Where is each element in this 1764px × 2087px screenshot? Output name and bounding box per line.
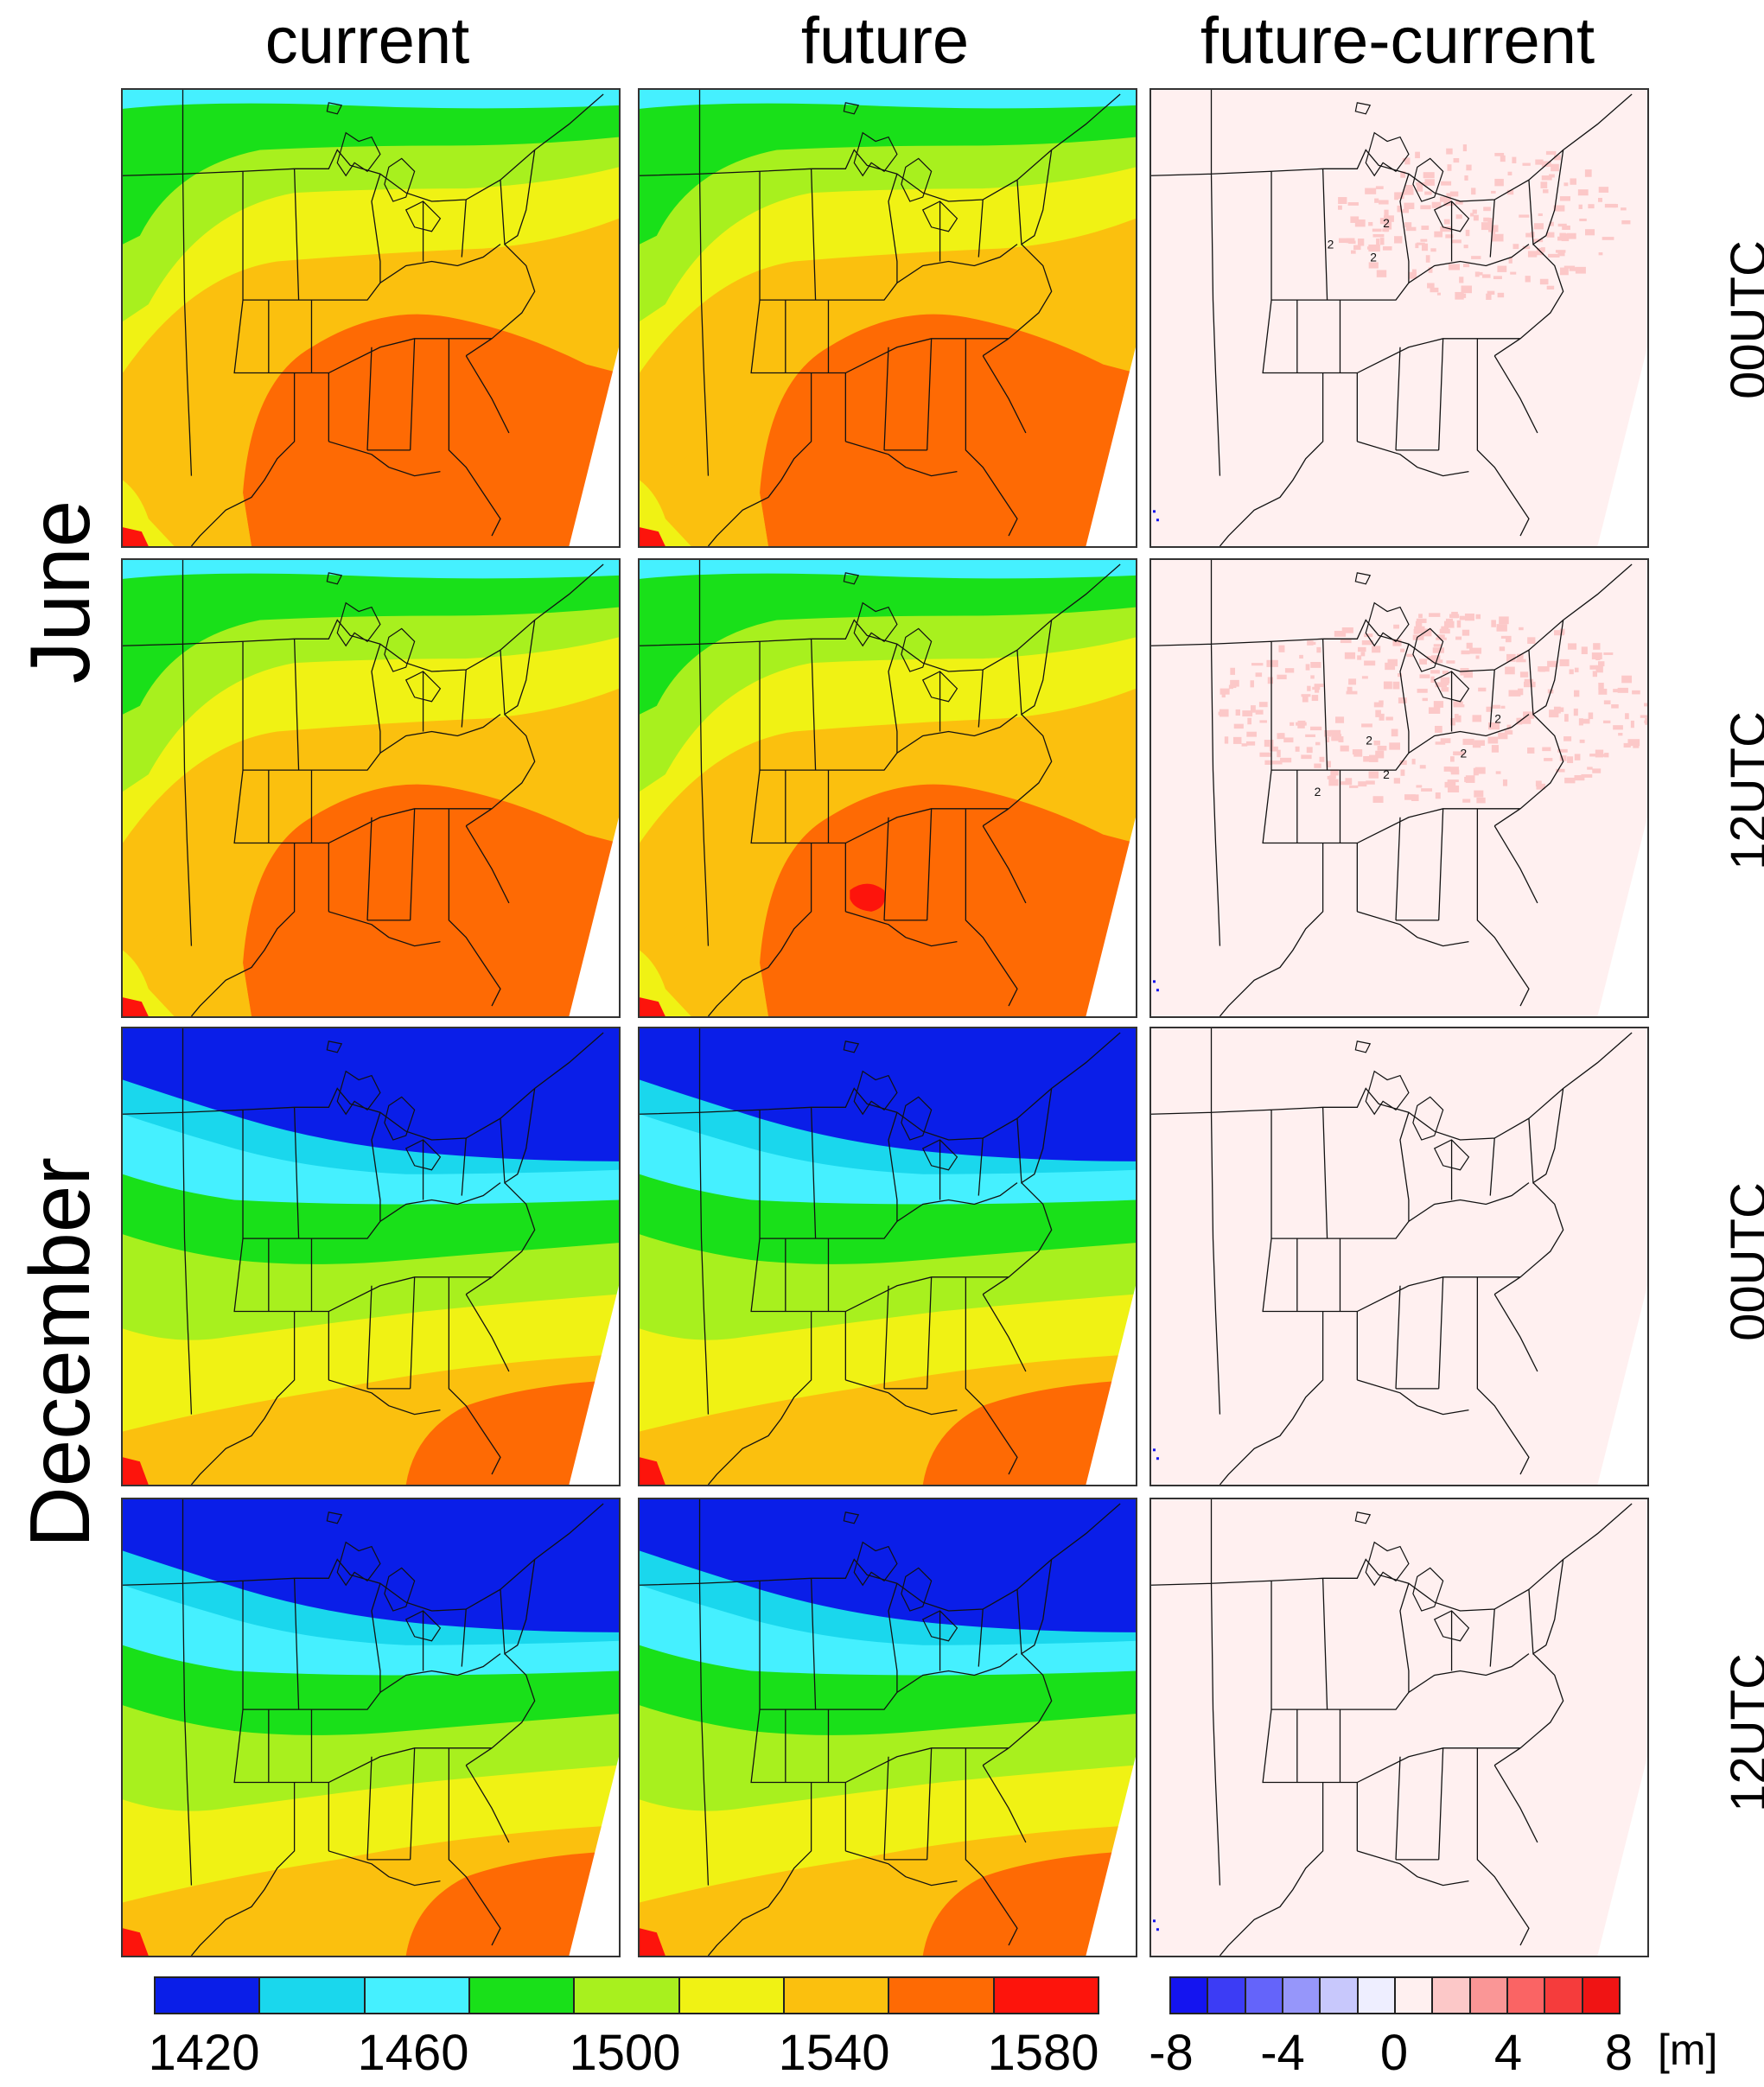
colorbar-swatch (784, 1978, 890, 2013)
great-lakes-outline (843, 572, 958, 703)
colorbar-tick-label: 8 (1604, 2025, 1633, 2081)
great-lakes-outline (1354, 1040, 1470, 1171)
map-borders (1151, 560, 1633, 1016)
map-december-00utc-current (121, 1027, 621, 1486)
map-borders (1151, 1028, 1633, 1485)
colorbar-swatch (156, 1978, 261, 2013)
colorbar-tick-label: 1540 (778, 2025, 890, 2081)
map-december-12utc-future (638, 1498, 1137, 1957)
month-label-june: June (12, 499, 107, 684)
map-borders (1151, 90, 1633, 546)
great-lakes-outline (1354, 102, 1470, 232)
colorbar-swatch (365, 1978, 470, 2013)
map-december-12utc-difference (1149, 1498, 1649, 1957)
map-june-12utc-future (638, 558, 1137, 1018)
colorbar-swatch (1245, 1978, 1283, 2013)
column-title-current: current (264, 4, 470, 78)
colorbar-swatch (1208, 1978, 1246, 2013)
map-june-00utc-current (121, 88, 621, 548)
colorbar-tick-label: 1420 (148, 2025, 260, 2081)
map-june-12utc-difference: 2 2 2 2 2 (1149, 558, 1649, 1018)
great-lakes-outline (1354, 1511, 1470, 1642)
colorbar-tick-label: 1500 (569, 2025, 681, 2081)
colorbar-swatch (1433, 1978, 1471, 2013)
great-lakes-outline (1354, 572, 1470, 703)
contour-label: 2 (1366, 733, 1372, 747)
contour-label: 2 (1328, 238, 1334, 251)
great-lakes-outline (843, 1040, 958, 1171)
month-label-december: December (12, 1156, 107, 1549)
map-december-00utc-difference (1149, 1027, 1649, 1486)
contour-label: 2 (1383, 767, 1390, 781)
time-label-december-00utc: 00UTC (1721, 1182, 1764, 1341)
map-borders (640, 90, 1121, 546)
colorbar-tick-label: 1580 (987, 2025, 1099, 2081)
colorbar-swatch (1283, 1978, 1321, 2013)
map-borders (123, 560, 604, 1016)
colorbar-unit: [m] (1658, 2026, 1718, 2074)
great-lakes-outline (326, 1040, 442, 1171)
map-december-12utc-current (121, 1498, 621, 1957)
colorbar-height (154, 1976, 1099, 2014)
map-borders (123, 90, 604, 546)
map-borders (640, 560, 1121, 1016)
colorbar-swatch (1321, 1978, 1359, 2013)
column-title-future-current: future-current (1200, 4, 1595, 78)
colorbar-swatch (469, 1978, 576, 2013)
red-contour-patch (850, 883, 886, 912)
time-label-december-12utc: 12UTC (1721, 1653, 1764, 1812)
column-title-future: future (800, 4, 970, 78)
colorbar-swatch (1358, 1978, 1396, 2013)
contour-label: 2 (1461, 746, 1468, 760)
colorbar-swatch (1545, 1978, 1583, 2013)
contour-label: 2 (1383, 216, 1390, 230)
colorbar-swatch (679, 1978, 785, 2013)
great-lakes-outline (326, 1511, 442, 1642)
contour-label: 2 (1494, 712, 1501, 726)
map-june-00utc-difference: 2 2 2 (1149, 88, 1649, 548)
map-december-00utc-future (638, 1027, 1137, 1486)
map-borders (640, 1499, 1121, 1956)
contour-label: 2 (1315, 785, 1321, 799)
colorbar-swatch (1507, 1978, 1546, 2013)
colorbar-swatch (1395, 1978, 1434, 2013)
colorbar-swatch (889, 1978, 995, 2013)
great-lakes-outline (843, 1511, 958, 1642)
colorbar-swatch (575, 1978, 680, 2013)
map-borders (1151, 1499, 1633, 1956)
colorbar-tick-label: -8 (1149, 2025, 1194, 2081)
colorbar-tick-label: 0 (1379, 2025, 1409, 2081)
contour-label: 2 (1370, 251, 1377, 264)
map-borders (123, 1499, 604, 1956)
map-borders (123, 1028, 604, 1485)
great-lakes-outline (843, 102, 958, 232)
colorbar-swatch (1171, 1978, 1209, 2013)
colorbar-tick-label: 1460 (357, 2025, 469, 2081)
colorbar-tick-label: 4 (1493, 2025, 1523, 2081)
great-lakes-outline (326, 572, 442, 703)
map-june-00utc-future (638, 88, 1137, 548)
colorbar-difference (1169, 1976, 1621, 2014)
map-borders (640, 1028, 1121, 1485)
colorbar-swatch (994, 1978, 1098, 2013)
time-label-june-00utc: 00UTC (1721, 240, 1764, 399)
colorbar-tick-label: -4 (1260, 2025, 1305, 2081)
colorbar-swatch (1470, 1978, 1508, 2013)
map-june-12utc-current (121, 558, 621, 1018)
colorbar-swatch (260, 1978, 366, 2013)
colorbar-swatch (1583, 1978, 1619, 2013)
time-label-june-12utc: 12UTC (1721, 711, 1764, 870)
great-lakes-outline (326, 102, 442, 232)
